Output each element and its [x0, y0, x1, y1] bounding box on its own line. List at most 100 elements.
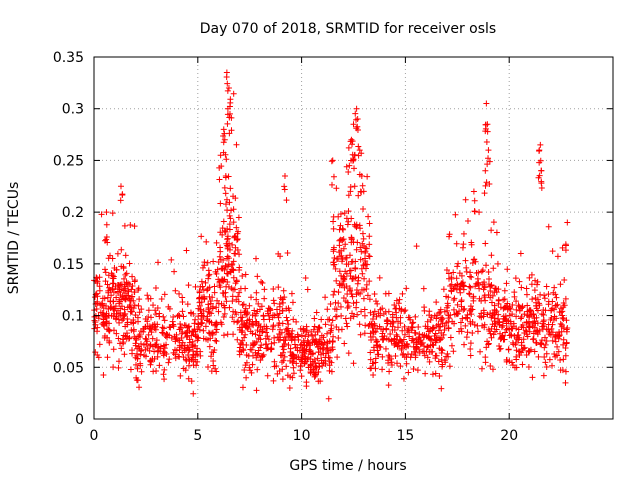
data-point	[557, 320, 564, 327]
data-point	[408, 337, 415, 344]
data-point	[462, 322, 469, 329]
data-point	[105, 289, 112, 296]
data-point	[467, 345, 474, 352]
data-point	[394, 324, 401, 331]
data-point	[307, 369, 314, 376]
data-point	[374, 351, 381, 358]
data-point	[222, 190, 229, 197]
data-point	[227, 185, 234, 192]
data-point	[278, 329, 285, 336]
data-point	[213, 329, 220, 336]
data-point	[554, 332, 561, 339]
data-point	[153, 311, 160, 318]
data-point	[513, 334, 520, 341]
data-point	[362, 322, 369, 329]
data-point	[437, 309, 444, 316]
data-point	[531, 348, 538, 355]
data-point	[101, 334, 108, 341]
data-point	[371, 290, 378, 297]
data-point	[281, 353, 288, 360]
data-point	[477, 348, 484, 355]
data-point	[184, 324, 191, 331]
data-point	[449, 318, 456, 325]
data-point	[529, 296, 536, 303]
data-point	[339, 280, 346, 287]
data-point	[536, 172, 543, 179]
data-point	[290, 370, 297, 377]
data-point	[353, 291, 360, 298]
data-point	[534, 281, 541, 288]
data-point	[300, 325, 307, 332]
data-point	[468, 241, 475, 248]
data-point	[354, 123, 361, 130]
data-point	[406, 314, 413, 321]
data-point	[283, 305, 290, 312]
data-point	[401, 323, 408, 330]
data-point	[438, 316, 445, 323]
data-point	[552, 338, 559, 345]
data-point	[127, 221, 134, 228]
data-point	[357, 225, 364, 232]
data-point	[361, 330, 368, 337]
data-point	[360, 235, 367, 242]
data-point	[299, 352, 306, 359]
data-point	[213, 304, 220, 311]
data-point	[315, 369, 322, 376]
data-point	[483, 262, 490, 269]
data-point	[259, 279, 266, 286]
data-point	[209, 294, 216, 301]
data-point	[362, 255, 369, 262]
data-point	[204, 259, 211, 266]
data-point	[205, 267, 212, 274]
data-point	[168, 256, 175, 263]
data-point	[526, 348, 533, 355]
data-point	[324, 330, 331, 337]
data-point	[451, 295, 458, 302]
plot-frame	[93, 56, 614, 420]
data-point	[160, 352, 167, 359]
data-point	[365, 213, 372, 220]
data-point	[234, 230, 241, 237]
data-point	[239, 301, 246, 308]
data-point	[323, 350, 330, 357]
data-point	[181, 345, 188, 352]
data-point	[115, 358, 122, 365]
data-point	[368, 365, 375, 372]
data-point	[562, 295, 569, 302]
data-point	[347, 273, 354, 280]
data-point	[252, 331, 259, 338]
data-point	[246, 302, 253, 309]
data-point	[426, 348, 433, 355]
data-point	[109, 286, 116, 293]
data-point	[536, 147, 543, 154]
data-point	[234, 319, 241, 326]
data-point	[429, 325, 436, 332]
data-point	[100, 305, 107, 312]
data-point	[467, 273, 474, 280]
data-point	[440, 331, 447, 338]
data-point	[231, 250, 238, 257]
data-point	[372, 355, 379, 362]
data-point	[374, 300, 381, 307]
data-point	[190, 358, 197, 365]
data-point	[481, 324, 488, 331]
data-point	[337, 236, 344, 243]
data-point	[228, 114, 235, 121]
data-point	[563, 328, 570, 335]
data-point	[478, 310, 485, 317]
data-point	[224, 233, 231, 240]
data-point	[195, 335, 202, 342]
data-point	[354, 311, 361, 318]
data-point	[485, 268, 492, 275]
data-point	[503, 356, 510, 363]
data-point	[217, 152, 224, 159]
data-point	[476, 285, 483, 292]
data-point	[165, 359, 172, 366]
data-point	[206, 271, 213, 278]
data-point	[135, 318, 142, 325]
data-point	[283, 363, 290, 370]
data-point	[298, 373, 305, 380]
data-point	[342, 268, 349, 275]
data-point	[277, 326, 284, 333]
data-point	[127, 308, 134, 315]
